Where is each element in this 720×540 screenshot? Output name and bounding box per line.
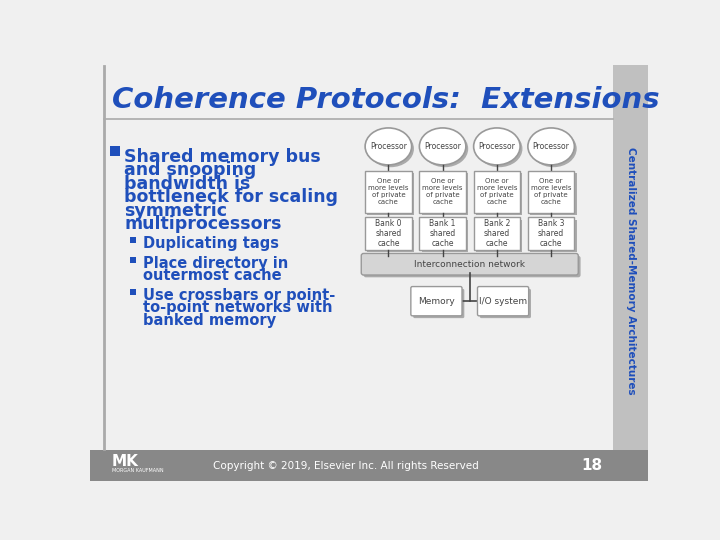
FancyBboxPatch shape [530,220,577,252]
FancyBboxPatch shape [367,220,414,252]
Text: Use crossbars or point-: Use crossbars or point- [143,288,335,303]
Text: bottleneck for scaling: bottleneck for scaling [124,188,338,206]
Text: to-point networks with: to-point networks with [143,300,332,315]
Text: I/O system: I/O system [479,296,527,306]
Text: Duplicating tags: Duplicating tags [143,236,279,251]
Text: Memory: Memory [418,296,455,306]
Text: Interconnection network: Interconnection network [414,260,526,269]
FancyBboxPatch shape [613,65,648,481]
FancyBboxPatch shape [480,289,531,318]
Text: Processor: Processor [370,142,407,151]
FancyBboxPatch shape [419,217,466,249]
Text: MK: MK [112,454,138,469]
Ellipse shape [367,130,414,167]
Ellipse shape [530,130,577,167]
Ellipse shape [422,130,468,167]
Text: One or
more levels
of private
cache: One or more levels of private cache [477,178,517,205]
FancyBboxPatch shape [365,217,412,249]
Text: Copyright © 2019, Elsevier Inc. All rights Reserved: Copyright © 2019, Elsevier Inc. All righ… [213,461,479,471]
FancyBboxPatch shape [422,220,468,252]
Text: Bank 1
shared
cache: Bank 1 shared cache [429,219,456,248]
Text: and snooping: and snooping [124,161,256,179]
FancyBboxPatch shape [413,289,464,318]
Text: One or
more levels
of private
cache: One or more levels of private cache [423,178,463,205]
FancyBboxPatch shape [528,217,575,249]
FancyBboxPatch shape [528,171,575,213]
Text: Bank 2
shared
cache: Bank 2 shared cache [484,219,510,248]
FancyBboxPatch shape [365,171,412,213]
Text: Processor: Processor [478,142,516,151]
FancyBboxPatch shape [477,287,528,316]
FancyBboxPatch shape [90,450,613,481]
Text: Bank 0
shared
cache: Bank 0 shared cache [375,219,402,248]
Ellipse shape [474,128,520,165]
FancyBboxPatch shape [476,220,523,252]
Text: One or
more levels
of private
cache: One or more levels of private cache [531,178,572,205]
FancyBboxPatch shape [411,287,462,316]
Ellipse shape [476,130,523,167]
Text: Place directory in: Place directory in [143,256,288,271]
Text: MORGAN KAUFMANN: MORGAN KAUFMANN [112,468,163,473]
Text: banked memory: banked memory [143,313,276,328]
Text: Centralized Shared-Memory Architectures: Centralized Shared-Memory Architectures [626,147,636,395]
Text: outermost cache: outermost cache [143,268,282,283]
Ellipse shape [365,128,412,165]
Text: symmetric: symmetric [124,202,227,220]
Text: Bank 3
shared
cache: Bank 3 shared cache [538,219,564,248]
Text: One or
more levels
of private
cache: One or more levels of private cache [368,178,409,205]
Text: 18: 18 [582,458,603,474]
Ellipse shape [528,128,575,165]
FancyBboxPatch shape [613,450,648,481]
Ellipse shape [419,128,466,165]
FancyBboxPatch shape [474,171,520,213]
FancyBboxPatch shape [422,173,468,215]
FancyBboxPatch shape [361,253,578,275]
FancyBboxPatch shape [530,173,577,215]
Text: Shared memory bus: Shared memory bus [124,148,321,166]
FancyBboxPatch shape [364,256,580,278]
Text: Processor: Processor [533,142,570,151]
Text: Coherence Protocols:  Extensions: Coherence Protocols: Extensions [112,86,660,114]
FancyBboxPatch shape [474,217,520,249]
Text: Processor: Processor [424,142,461,151]
FancyBboxPatch shape [476,173,523,215]
Text: bandwidth is: bandwidth is [124,175,251,193]
FancyBboxPatch shape [419,171,466,213]
FancyBboxPatch shape [367,173,414,215]
Text: multiprocessors: multiprocessors [124,215,282,233]
